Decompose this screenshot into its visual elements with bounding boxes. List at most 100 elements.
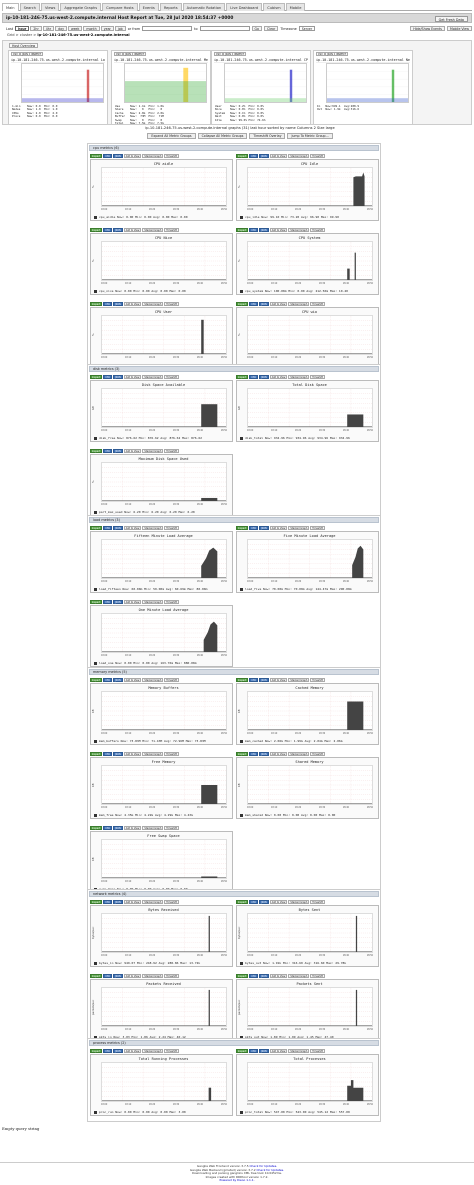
go-button[interactable]: Go	[251, 25, 262, 32]
tab-compare-hosts[interactable]: Compare Hosts	[102, 3, 138, 11]
graph-csv-button[interactable]: CSV	[249, 1049, 259, 1053]
graph-inspect-button[interactable]: Inspect	[90, 302, 103, 306]
graph-inspect-button[interactable]: Inspect	[236, 526, 249, 530]
range-2hr-button[interactable]: 2hr	[30, 25, 42, 32]
graph-json-button[interactable]: JSON	[259, 154, 269, 158]
graph-timeshift-button[interactable]: Timeshift	[164, 678, 179, 682]
graph-frame[interactable]: CPU Idle% 18:00 18:10 18:20 18:30 18:40 18:50 c…	[236, 159, 379, 221]
graph-inspect-button[interactable]: Inspect	[90, 826, 103, 830]
graph-json-button[interactable]: JSON	[113, 526, 123, 530]
graph-inspect-button[interactable]: Inspect	[90, 600, 103, 604]
metric-control-button[interactable]: Timeshift Overlay	[249, 133, 286, 139]
graph-stacked-graph-button[interactable]: Stacked Graph	[142, 678, 164, 682]
graph-json-button[interactable]: JSON	[113, 826, 123, 830]
graph-add-to-view-button[interactable]: Add to View	[269, 752, 288, 756]
graph-frame[interactable]: Five Minute Load Average 18:00 18:10 18:20 1…	[236, 531, 379, 593]
graph-timeshift-button[interactable]: Timeshift	[164, 526, 179, 530]
check-updates-link[interactable]: Check for Updates.	[249, 1164, 278, 1168]
graph-add-to-view-button[interactable]: Add to View	[123, 526, 142, 530]
graph-stacked-graph-button[interactable]: Stacked Graph	[142, 526, 164, 530]
graph-add-to-view-button[interactable]: Add to View	[123, 600, 142, 604]
graph-csv-button[interactable]: CSV	[249, 678, 259, 682]
overview-graph[interactable]: ip-10-181-246-75.us-west-2.compute.inter…	[211, 50, 311, 125]
graph-frame[interactable]: Total Disk Space GB 18:00 18:10 18:20 18:30 18…	[236, 380, 379, 442]
graph-timeshift-button[interactable]: Timeshift	[310, 678, 325, 682]
graph-csv-button[interactable]: CSV	[103, 974, 113, 978]
graph-inspect-button[interactable]: Inspect	[236, 375, 249, 379]
graph-stacked-graph-button[interactable]: Stacked Graph	[288, 974, 310, 978]
graph-stacked-graph-button[interactable]: Stacked Graph	[142, 752, 164, 756]
range-week-button[interactable]: week	[67, 25, 83, 32]
graph-frame[interactable]: CPU Nice% 18:00 18:10 18:20 18:30 18:40 18:50 c…	[90, 233, 233, 295]
metric-group-header[interactable]: disk metrics (3)	[89, 366, 379, 372]
graph-csv-button[interactable]: CSV	[103, 375, 113, 379]
tab-aggregate-graphs[interactable]: Aggregate Graphs	[60, 3, 102, 11]
graph-json-button[interactable]: JSON	[113, 1049, 123, 1053]
graph-timeshift-button[interactable]: Timeshift	[164, 826, 179, 830]
overview-graph[interactable]: ip-10-181-246-75.us-west-2.compute.inter…	[8, 50, 108, 125]
breadcrumb-grid[interactable]: Grid >	[7, 33, 20, 37]
graph-stacked-graph-button[interactable]: Stacked Graph	[288, 526, 310, 530]
graph-frame[interactable]: CPU System% 18:00 18:10 18:20 18:30 18:40 18:5…	[236, 233, 379, 295]
graph-json-button[interactable]: JSON	[259, 228, 269, 232]
graph-inspect-button[interactable]: Inspect	[90, 678, 103, 682]
graph-timeshift-button[interactable]: Timeshift	[310, 752, 325, 756]
graph-csv-button[interactable]: CSV	[249, 900, 259, 904]
graph-csv-button[interactable]: CSV	[249, 526, 259, 530]
graph-inspect-button[interactable]: Inspect	[90, 900, 103, 904]
graph-inspect-button[interactable]: Inspect	[90, 526, 103, 530]
graph-add-to-view-button[interactable]: Add to View	[269, 375, 288, 379]
graph-inspect-button[interactable]: Inspect	[90, 228, 103, 232]
host-overview-button[interactable]: Host Overview	[9, 43, 39, 48]
graph-frame[interactable]: Memory Buffers KB 18:00 18:10 18:20 18:30 18:4…	[90, 683, 233, 745]
metric-group-header[interactable]: cpu metrics (6)	[89, 145, 379, 151]
metric-control-button[interactable]: Expand All Metric Groups	[147, 133, 196, 139]
graph-stacked-graph-button[interactable]: Stacked Graph	[142, 302, 164, 306]
graph-csv-button[interactable]: CSV	[103, 678, 113, 682]
graph-timeshift-button[interactable]: Timeshift	[164, 752, 179, 756]
graph-inspect-button[interactable]: Inspect	[90, 375, 103, 379]
to-date-input[interactable]	[199, 25, 250, 32]
graph-json-button[interactable]: JSON	[113, 900, 123, 904]
graph-json-button[interactable]: JSON	[113, 974, 123, 978]
graph-stacked-graph-button[interactable]: Stacked Graph	[288, 302, 310, 306]
metric-group-header[interactable]: process metrics (2)	[89, 1040, 379, 1046]
footer-dwoo-link[interactable]: Powered by Dwoo 1.1.1.	[219, 1178, 255, 1183]
graph-stacked-graph-button[interactable]: Stacked Graph	[288, 228, 310, 232]
graph-json-button[interactable]: JSON	[259, 974, 269, 978]
graph-stacked-graph-button[interactable]: Stacked Graph	[142, 826, 164, 830]
graph-add-to-view-button[interactable]: Add to View	[269, 302, 288, 306]
graph-add-to-view-button[interactable]: Add to View	[123, 900, 142, 904]
graph-inspect-button[interactable]: Inspect	[90, 449, 103, 453]
graph-frame[interactable]: Shared Memory KB 18:00 18:10 18:20 18:30 18:40…	[236, 757, 379, 819]
inspect-button[interactable]: INSPECT	[232, 52, 247, 56]
graph-add-to-view-button[interactable]: Add to View	[123, 752, 142, 756]
graph-timeshift-button[interactable]: Timeshift	[310, 974, 325, 978]
tab-mobile[interactable]: Mobile	[285, 3, 306, 11]
graph-add-to-view-button[interactable]: Add to View	[269, 900, 288, 904]
graph-frame[interactable]: Packets Sent packets/sec 18:00 18:10 18:20 18…	[236, 979, 379, 1041]
graph-frame[interactable]: One Minute Load Average 18:00 18:10 18:20 18…	[90, 605, 233, 667]
graph-inspect-button[interactable]: Inspect	[90, 974, 103, 978]
graph-stacked-graph-button[interactable]: Stacked Graph	[288, 752, 310, 756]
range-day-button[interactable]: day	[55, 25, 67, 32]
graph-timeshift-button[interactable]: Timeshift	[164, 302, 179, 306]
range-hour-button[interactable]: hour	[15, 25, 30, 32]
graph-frame[interactable]: Packets Received packets/sec 18:00 18:10 18:…	[90, 979, 233, 1041]
graph-csv-button[interactable]: CSV	[103, 228, 113, 232]
graph-json-button[interactable]: JSON	[113, 302, 123, 306]
graph-json-button[interactable]: JSON	[113, 449, 123, 453]
graph-json-button[interactable]: JSON	[259, 752, 269, 756]
graph-frame[interactable]: Maximum Disk Space Used% 18:00 18:10 18:20 1…	[90, 454, 233, 516]
graph-json-button[interactable]: JSON	[259, 900, 269, 904]
graph-inspect-button[interactable]: Inspect	[90, 752, 103, 756]
graph-csv-button[interactable]: CSV	[103, 826, 113, 830]
graph-timeshift-button[interactable]: Timeshift	[164, 600, 179, 604]
graph-json-button[interactable]: JSON	[113, 600, 123, 604]
graph-inspect-button[interactable]: Inspect	[90, 154, 103, 158]
graph-json-button[interactable]: JSON	[113, 154, 123, 158]
graph-frame[interactable]: Fifteen Minute Load Average 18:00 18:10 18:…	[90, 531, 233, 593]
metric-control-button[interactable]: Jump To Metric Group...	[287, 133, 333, 139]
graph-json-button[interactable]: JSON	[113, 375, 123, 379]
graph-inspect-button[interactable]: Inspect	[236, 1049, 249, 1053]
